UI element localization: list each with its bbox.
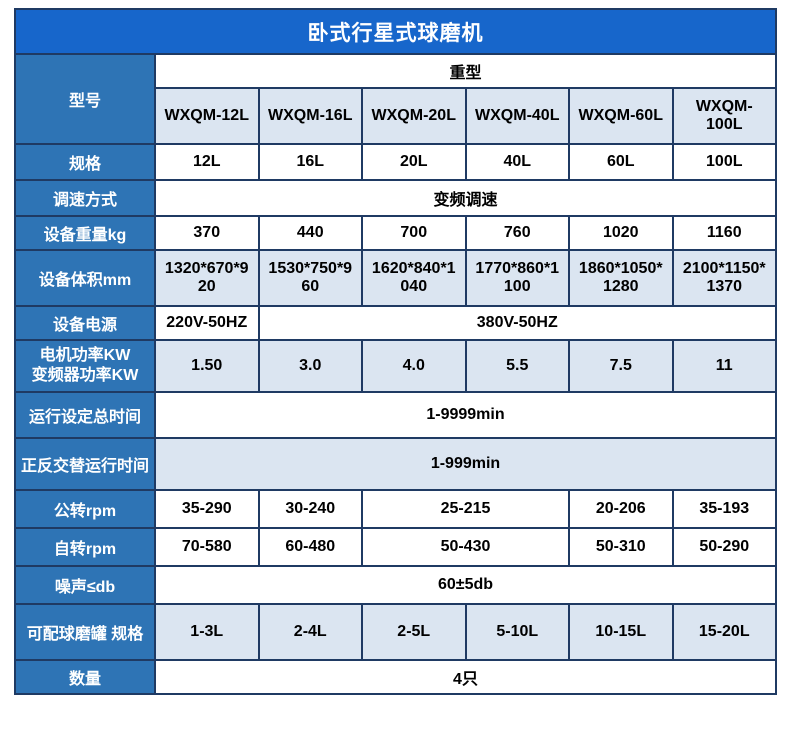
volume-cell: 1860*1050*1280 xyxy=(568,249,674,307)
spec-cell: 60L xyxy=(568,143,674,181)
weight-cell: 370 xyxy=(154,215,260,251)
spec-table: 型号 重型 WXQM-12L WXQM-16L WXQM-20L WXQM-40… xyxy=(14,53,777,695)
row-label-volume: 设备体积mm xyxy=(14,249,156,307)
total-time-cell: 1-9999min xyxy=(154,391,777,439)
weight-cell: 700 xyxy=(361,215,467,251)
jar-spec-cell: 2-4L xyxy=(257,603,363,661)
row-weight: 设备重量kg 370 440 700 760 1020 1160 xyxy=(14,215,777,251)
row-label-speed-mode: 调速方式 xyxy=(14,179,156,217)
motor-power-label-line1: 电机功率KW xyxy=(39,347,131,364)
noise-cell: 60±5db xyxy=(154,565,777,605)
revolution-cell: 35-193 xyxy=(671,489,777,529)
weight-cell: 1020 xyxy=(568,215,674,251)
motor-power-cell: 4.0 xyxy=(361,339,467,393)
quantity-cell: 4只 xyxy=(154,659,777,695)
spec-cell: 40L xyxy=(464,143,570,181)
row-models: WXQM-12L WXQM-16L WXQM-20L WXQM-40L WXQM… xyxy=(15,87,777,145)
model-cell: WXQM-60L xyxy=(568,87,674,145)
row-label-motor-power: 电机功率KW 变频器功率KW xyxy=(14,339,156,393)
volume-cell: 1530*750*960 xyxy=(257,249,363,307)
jar-spec-cell: 1-3L xyxy=(154,603,260,661)
model-cell: WXQM-12L xyxy=(154,87,260,145)
row-label-total-time: 运行设定总时间 xyxy=(14,391,156,439)
row-power-supply: 设备电源 220V-50HZ 380V-50HZ xyxy=(14,305,777,341)
motor-power-cell: 11 xyxy=(671,339,777,393)
row-label-noise: 噪声≤db xyxy=(14,565,156,605)
row-label-rotation: 自转rpm xyxy=(14,527,156,567)
rotation-cell: 50-430 xyxy=(361,527,570,567)
motor-power-label-line2: 变频器功率KW xyxy=(31,367,139,384)
row-label-revolution: 公转rpm xyxy=(14,489,156,529)
revolution-cell: 25-215 xyxy=(361,489,570,529)
row-noise: 噪声≤db 60±5db xyxy=(14,565,777,605)
spec-cell: 12L xyxy=(154,143,260,181)
revolution-cell: 30-240 xyxy=(257,489,363,529)
row-label-quantity: 数量 xyxy=(14,659,156,695)
rotation-cell: 70-580 xyxy=(154,527,260,567)
motor-power-cell: 1.50 xyxy=(154,339,260,393)
row-label-model: 型号 xyxy=(14,53,156,145)
rotation-cell: 50-310 xyxy=(568,527,674,567)
row-quantity: 数量 4只 xyxy=(14,659,777,695)
row-label-weight: 设备重量kg xyxy=(14,215,156,251)
row-label-jar-spec: 可配球磨罐 规格 xyxy=(14,603,156,661)
revolution-cell: 35-290 xyxy=(154,489,260,529)
row-spec: 规格 12L 16L 20L 40L 60L 100L xyxy=(14,143,777,181)
row-label-power-supply: 设备电源 xyxy=(14,305,156,341)
weight-cell: 1160 xyxy=(671,215,777,251)
page-title: 卧式行星式球磨机 xyxy=(14,8,777,53)
model-cell: WXQM-20L xyxy=(361,87,467,145)
row-alternate-time: 正反交替运行时间 1-999min xyxy=(14,437,777,491)
row-total-time: 运行设定总时间 1-9999min xyxy=(14,391,777,439)
jar-spec-cell: 15-20L xyxy=(671,603,777,661)
volume-cell: 1320*670*920 xyxy=(154,249,260,307)
volume-cell: 1620*840*1040 xyxy=(361,249,467,307)
row-speed-mode: 调速方式 变频调速 xyxy=(14,179,777,217)
model-cell: WXQM-40L xyxy=(464,87,570,145)
spec-sheet: 卧式行星式球磨机 型号 重型 WXQM-12L WXQM-16L WXQM-20… xyxy=(14,8,777,695)
row-type-header: 型号 重型 xyxy=(14,53,777,145)
row-rotation: 自转rpm 70-580 60-480 50-430 50-310 50-290 xyxy=(14,527,777,567)
spec-cell: 20L xyxy=(361,143,467,181)
jar-spec-cell: 2-5L xyxy=(361,603,467,661)
motor-power-cell: 7.5 xyxy=(568,339,674,393)
power-supply-cell: 380V-50HZ xyxy=(257,305,777,341)
row-motor-power: 电机功率KW 变频器功率KW 1.50 3.0 4.0 5.5 7.5 11 xyxy=(14,339,777,393)
rotation-cell: 60-480 xyxy=(257,527,363,567)
row-label-alternate-time: 正反交替运行时间 xyxy=(14,437,156,491)
power-supply-cell: 220V-50HZ xyxy=(154,305,260,341)
volume-cell: 2100*1150*1370 xyxy=(671,249,777,307)
row-label-spec: 规格 xyxy=(14,143,156,181)
speed-mode-cell: 变频调速 xyxy=(154,179,777,217)
row-volume: 设备体积mm 1320*670*920 1530*750*960 1620*84… xyxy=(14,249,777,307)
spec-cell: 16L xyxy=(257,143,363,181)
alternate-time-cell: 1-999min xyxy=(154,437,777,491)
spec-cell: 100L xyxy=(671,143,777,181)
rotation-cell: 50-290 xyxy=(671,527,777,567)
weight-cell: 760 xyxy=(464,215,570,251)
model-cell: WXQM-100L xyxy=(671,87,777,145)
row-revolution: 公转rpm 35-290 30-240 25-215 20-206 35-193 xyxy=(14,489,777,529)
weight-cell: 440 xyxy=(257,215,363,251)
row-jar-spec: 可配球磨罐 规格 1-3L 2-4L 2-5L 5-10L 10-15L 15-… xyxy=(14,603,777,661)
volume-cell: 1770*860*1100 xyxy=(464,249,570,307)
type-header-cell: 重型 xyxy=(154,53,777,89)
model-cell: WXQM-16L xyxy=(257,87,363,145)
revolution-cell: 20-206 xyxy=(568,489,674,529)
motor-power-cell: 5.5 xyxy=(464,339,570,393)
motor-power-cell: 3.0 xyxy=(257,339,363,393)
jar-spec-cell: 10-15L xyxy=(568,603,674,661)
jar-spec-cell: 5-10L xyxy=(464,603,570,661)
